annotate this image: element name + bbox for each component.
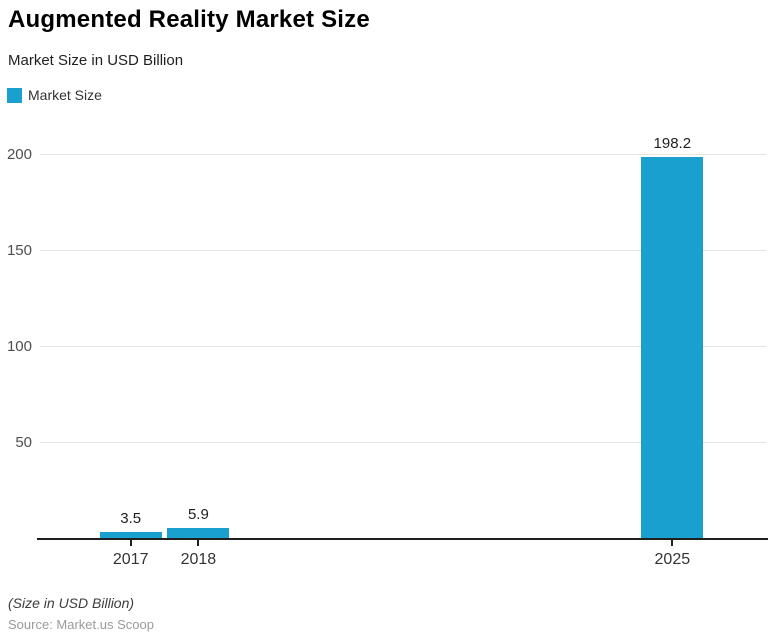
footer-source: Source: Market.us Scoop [8,617,154,632]
y-axis-label-50: 50 [15,434,32,452]
x-axis-line [37,538,768,540]
chart-subtitle: Market Size in USD Billion [8,52,184,69]
x-axis-tick-2025 [671,540,674,546]
x-axis-label-2018: 2018 [180,551,217,568]
chart-title: Augmented Reality Market Size [8,6,370,33]
legend-swatch-market-size [7,87,22,103]
value-label-2017: 3.5 [120,510,142,528]
gridline-100 [40,346,766,347]
legend-label-market-size: Market Size [28,87,102,103]
gridline-200 [40,153,766,155]
gridline-50 [40,442,766,444]
x-axis-label-2017: 2017 [112,551,149,568]
y-axis-label-200: 200 [6,145,32,163]
value-label-2018: 5.9 [187,505,209,523]
bar-2025 [641,157,704,539]
x-axis-tick-2018 [197,540,200,546]
footer-note: (Size in USD Billion) [8,595,135,611]
x-axis-label-2025: 2025 [654,551,691,568]
bar-2018 [167,527,230,539]
x-axis-tick-2017 [129,540,132,546]
y-axis-label-150: 150 [6,241,32,259]
gridline-150 [40,249,766,251]
chart-legend: Market Size [7,87,102,103]
bar-2017 [99,532,162,539]
value-label-2025: 198.2 [653,135,692,153]
y-axis-label-100: 100 [6,338,32,355]
